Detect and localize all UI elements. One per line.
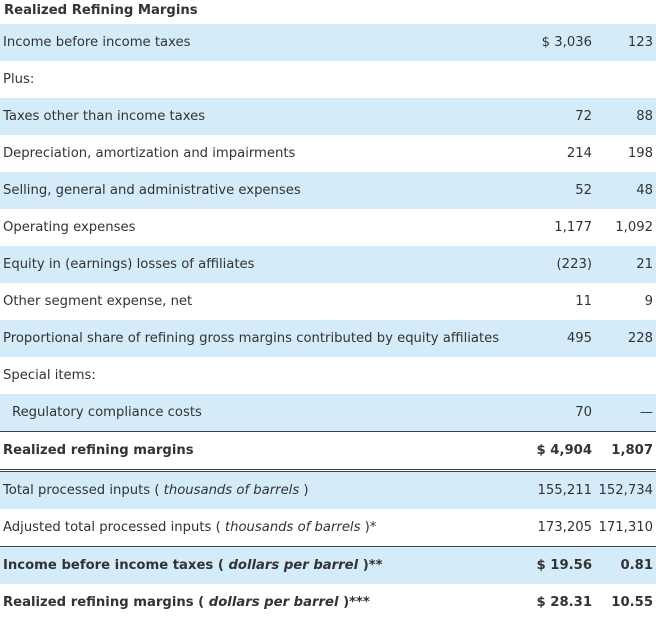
table-row: Special items: bbox=[0, 357, 656, 394]
row-value-prior bbox=[596, 357, 656, 394]
table-row: Proportional share of refining gross mar… bbox=[0, 320, 656, 357]
table-row: Realized refining margins ( dollars per … bbox=[0, 584, 656, 621]
row-value-current: 11 bbox=[575, 294, 592, 309]
row-value-current: (223) bbox=[527, 246, 596, 283]
row-label: Depreciation, amortization and impairmen… bbox=[3, 146, 296, 161]
row-value-prior: 171,310 bbox=[598, 520, 653, 535]
row-value-current: 72 bbox=[527, 98, 596, 135]
row-label: Total processed inputs ( thousands of ba… bbox=[0, 469, 527, 509]
table-row: Regulatory compliance costs 70 — bbox=[0, 394, 656, 432]
row-value-current: 70 bbox=[527, 394, 596, 432]
row-label: Taxes other than income taxes bbox=[0, 98, 527, 135]
row-value-current bbox=[527, 61, 596, 98]
row-value-prior: 48 bbox=[596, 172, 656, 209]
table-row: Income before income taxes $ 3,036 123 bbox=[0, 24, 656, 61]
row-value-current: 214 bbox=[566, 146, 592, 161]
row-label: Plus: bbox=[3, 72, 35, 87]
row-value-prior: 10.55 bbox=[611, 595, 653, 610]
row-label: Income before income taxes ( dollars per… bbox=[0, 546, 527, 584]
table-title: Realized Refining Margins bbox=[4, 3, 198, 18]
row-value-current: $ 3,036 bbox=[527, 24, 596, 61]
row-label: Special items: bbox=[3, 368, 96, 383]
row-value-prior: 123 bbox=[596, 24, 656, 61]
table-row: Plus: bbox=[0, 61, 656, 98]
row-label: Realized refining margins ( dollars per … bbox=[3, 595, 370, 610]
table-row: Taxes other than income taxes 72 88 bbox=[0, 98, 656, 135]
row-value-prior: — bbox=[596, 394, 656, 432]
row-label: Selling, general and administrative expe… bbox=[0, 172, 527, 209]
table-row: Income before income taxes ( dollars per… bbox=[0, 546, 656, 584]
row-value-current bbox=[527, 357, 596, 394]
table-row: Equity in (earnings) losses of affiliate… bbox=[0, 246, 656, 283]
row-label: Adjusted total processed inputs ( thousa… bbox=[3, 520, 377, 535]
row-label: Operating expenses bbox=[3, 220, 136, 235]
row-value-current: 155,211 bbox=[527, 469, 596, 509]
row-value-current: 495 bbox=[527, 320, 596, 357]
row-value-prior bbox=[596, 61, 656, 98]
table-row: Total processed inputs ( thousands of ba… bbox=[0, 469, 656, 509]
row-value-prior: 0.81 bbox=[596, 546, 656, 584]
row-label: Other segment expense, net bbox=[3, 294, 193, 309]
row-label: Income before income taxes bbox=[0, 24, 527, 61]
row-value-current: $ 28.31 bbox=[536, 595, 592, 610]
row-label: Proportional share of refining gross mar… bbox=[0, 320, 527, 357]
row-label: Equity in (earnings) losses of affiliate… bbox=[0, 246, 527, 283]
table-row: Selling, general and administrative expe… bbox=[0, 172, 656, 209]
row-value-prior: 1,092 bbox=[615, 220, 653, 235]
row-value-prior: 9 bbox=[644, 294, 653, 309]
table-row: Operating expenses 1,177 1,092 bbox=[0, 209, 656, 246]
row-value-current: 52 bbox=[527, 172, 596, 209]
row-value-prior: 21 bbox=[596, 246, 656, 283]
row-value-current: 1,177 bbox=[554, 220, 592, 235]
realized-refining-margins-table: Income before income taxes $ 3,036 123 P… bbox=[0, 24, 656, 621]
table-row: Other segment expense, net 11 9 bbox=[0, 283, 656, 320]
row-value-prior: 198 bbox=[627, 146, 653, 161]
row-value-prior: 1,807 bbox=[596, 431, 656, 471]
row-label: Regulatory compliance costs bbox=[0, 394, 527, 432]
row-value-prior: 88 bbox=[596, 98, 656, 135]
row-label: Realized refining margins bbox=[0, 431, 527, 471]
row-value-current: $ 4,904 bbox=[527, 431, 596, 471]
row-value-current: 173,205 bbox=[537, 520, 592, 535]
table-row: Realized refining margins $ 4,904 1,807 bbox=[0, 431, 656, 471]
row-value-current: $ 19.56 bbox=[527, 546, 596, 584]
row-value-prior: 152,734 bbox=[596, 469, 656, 509]
row-value-prior: 228 bbox=[596, 320, 656, 357]
table-row: Depreciation, amortization and impairmen… bbox=[0, 135, 656, 172]
table-row: Adjusted total processed inputs ( thousa… bbox=[0, 509, 656, 547]
